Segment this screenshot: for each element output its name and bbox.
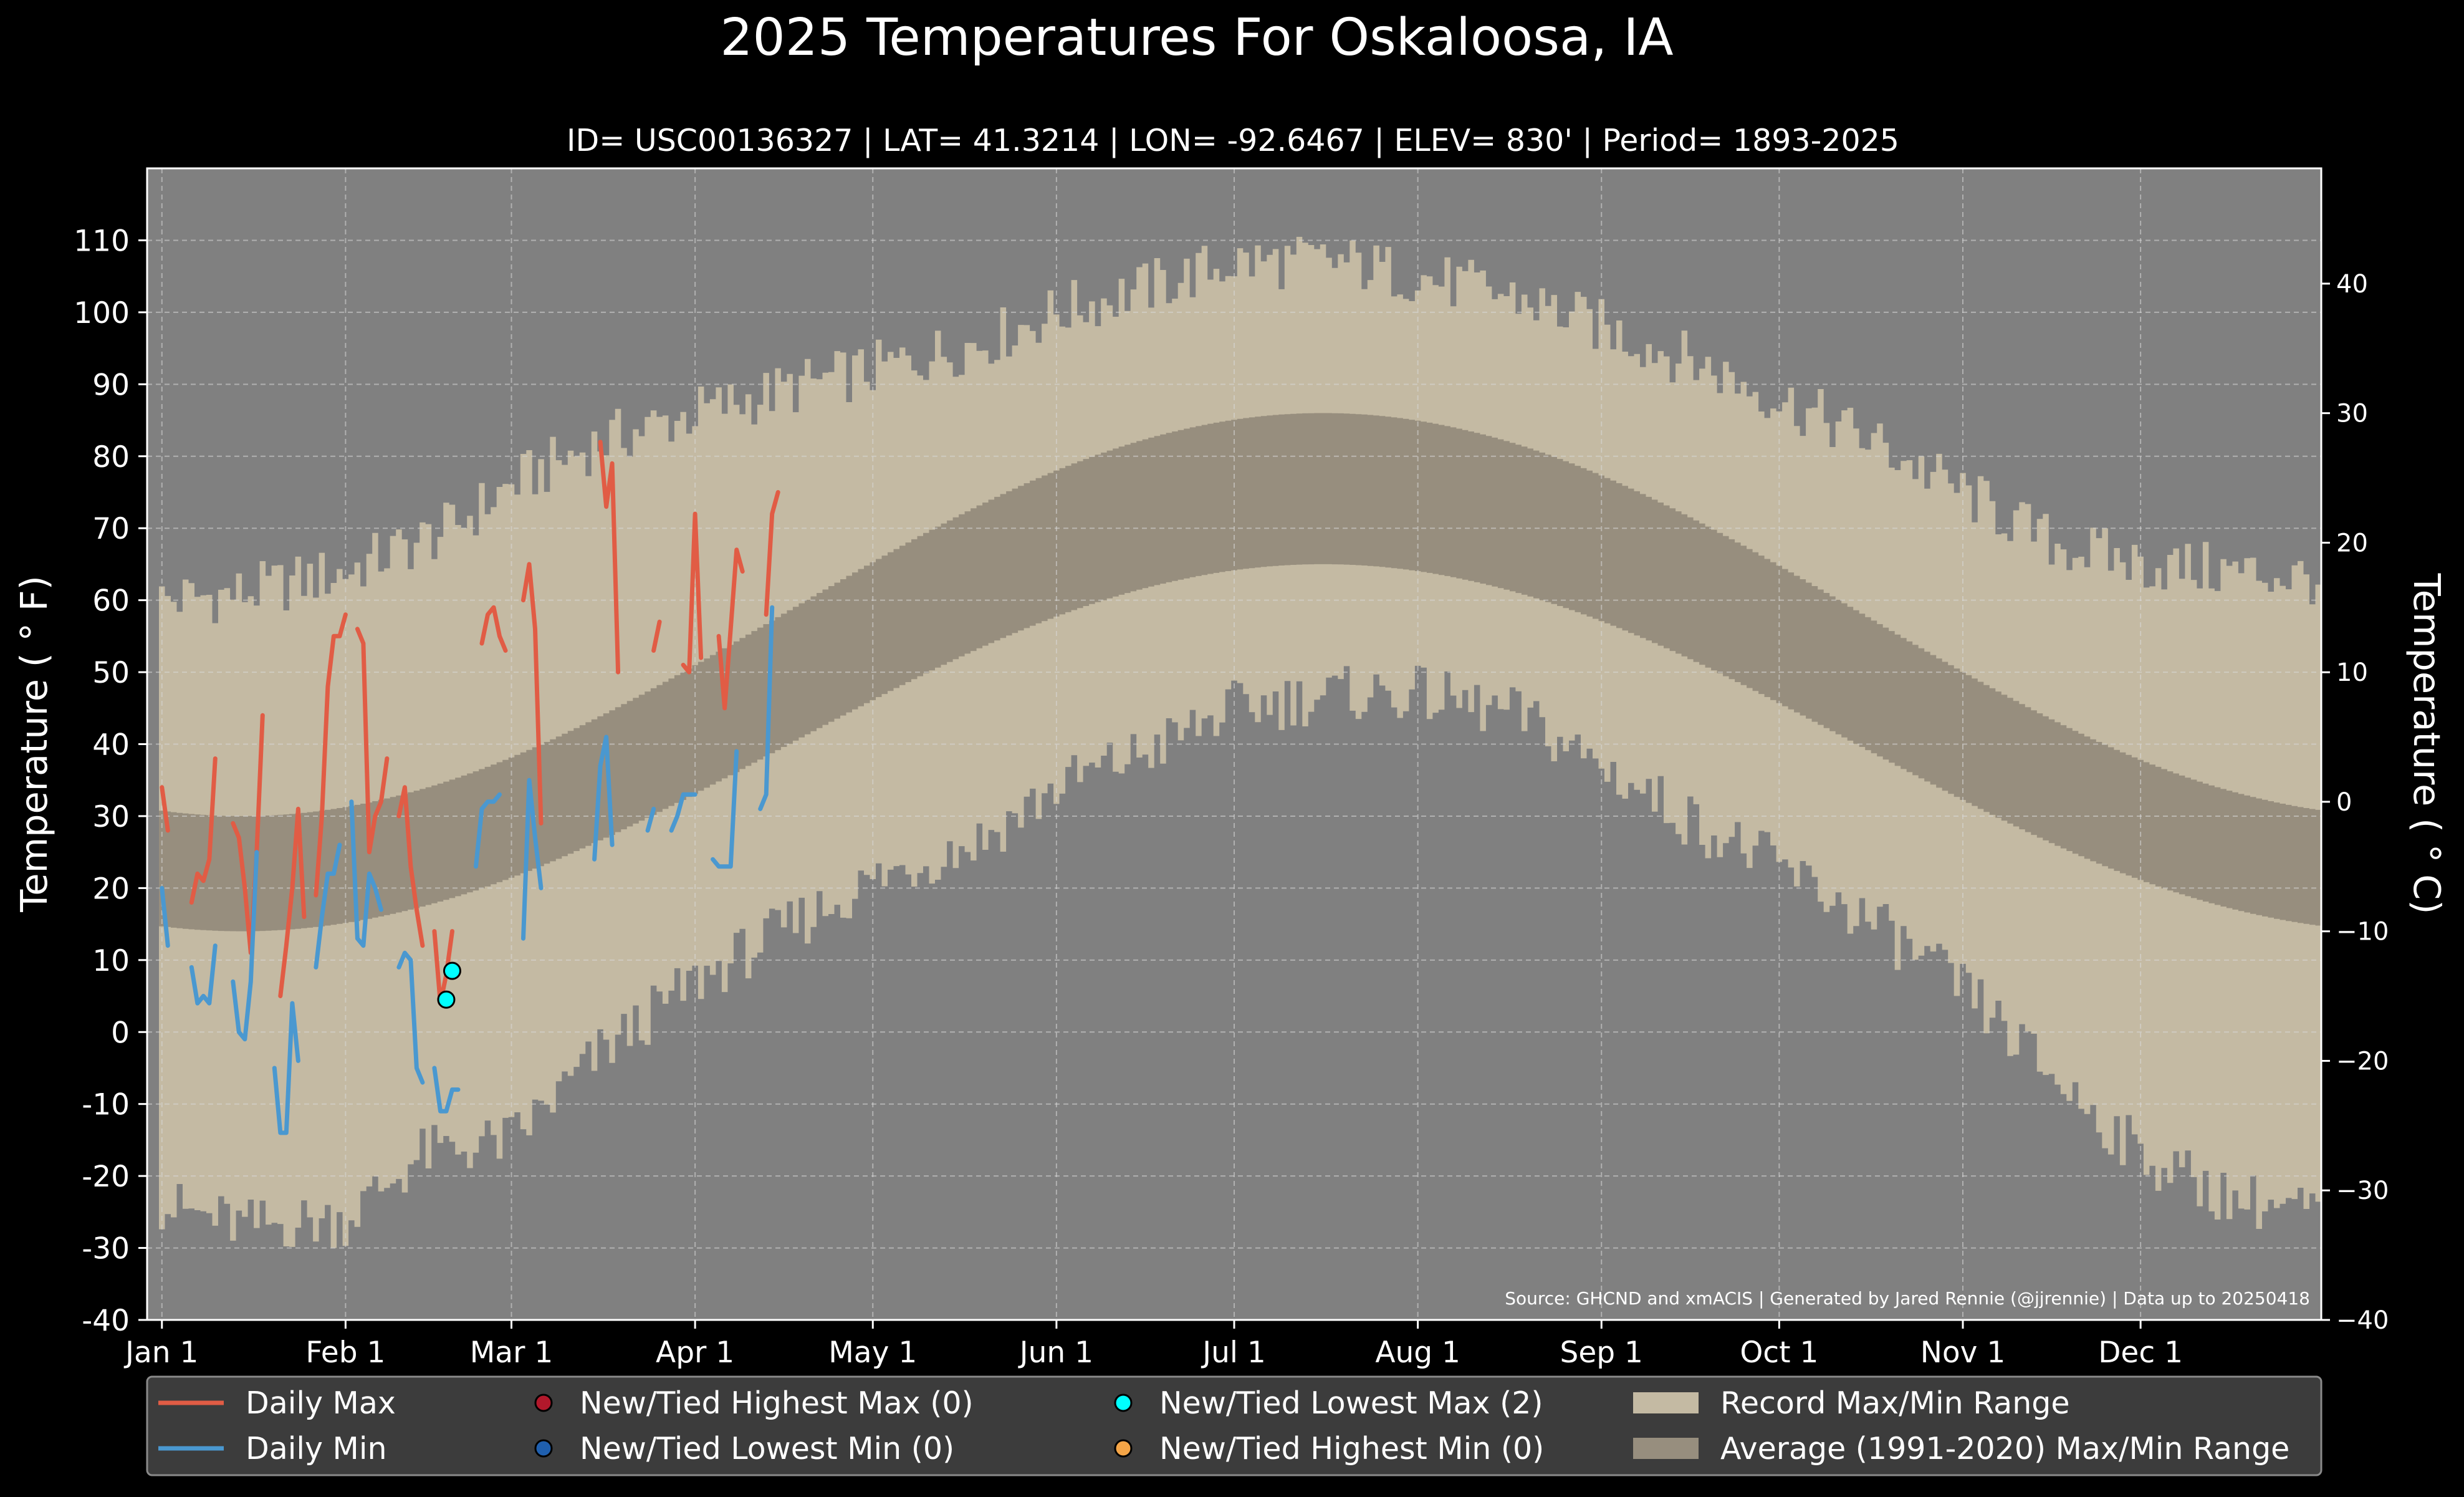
- y-tick-label: 10: [92, 944, 130, 978]
- y-tick-label: 20: [92, 872, 130, 906]
- x-tick-label: Feb 1: [305, 1336, 385, 1370]
- y-tick-label: -10: [82, 1088, 130, 1122]
- legend-swatch: [1114, 1439, 1133, 1458]
- daily-max-series: [160, 440, 780, 1006]
- daily-max-line: [278, 806, 307, 998]
- daily-max-line: [189, 756, 218, 905]
- y-tick-label: 90: [92, 368, 130, 402]
- y-tick-label: 50: [92, 656, 130, 690]
- daily-min-line: [432, 1066, 461, 1114]
- y-tick-label: -20: [82, 1160, 130, 1194]
- daily-min-line: [521, 777, 544, 941]
- x-tick-label: Dec 1: [2098, 1336, 2183, 1370]
- daily-max-line: [231, 713, 265, 955]
- x-tick-label: Jun 1: [1018, 1336, 1093, 1370]
- daily-max-line: [396, 785, 425, 948]
- daily-max-line: [651, 619, 662, 653]
- daily-min-line: [645, 806, 656, 833]
- lowest-max-marker: [437, 990, 456, 1009]
- daily-min-line: [758, 605, 775, 811]
- y-tick-label: 0: [111, 1016, 130, 1050]
- y-tick-label: 110: [74, 224, 130, 258]
- y-tick-label: 80: [92, 440, 130, 474]
- legend-label: New/Tied Lowest Min (0): [580, 1431, 954, 1466]
- y-axis-left-ticks: -40 -30 -20 -10 0 10 20 30 40 50 60 70 80 90 100 110: [74, 224, 147, 1338]
- y-axis-right-ticks: −40 −30 −20 −10 0 10 20 30 40: [2321, 270, 2389, 1335]
- daily-max-line: [479, 605, 508, 653]
- y-tick-label: 60: [92, 584, 130, 619]
- daily-max-line: [681, 511, 704, 675]
- record-range-area: [159, 236, 2321, 1248]
- y-right-tick-label: −30: [2336, 1177, 2389, 1205]
- y-tick-label: -40: [82, 1304, 130, 1338]
- y-tick-label: 30: [92, 800, 130, 834]
- x-tick-label: Mar 1: [470, 1336, 554, 1370]
- y-axis-label-left: Temperature ( ° F): [12, 575, 55, 912]
- daily-max-line: [314, 612, 348, 898]
- daily-min-line: [474, 792, 502, 869]
- y-right-tick-label: −10: [2336, 918, 2389, 946]
- daily-max-line: [716, 547, 745, 711]
- y-right-tick-label: 0: [2336, 788, 2352, 817]
- legend-label: Record Max/Min Range: [1720, 1385, 2070, 1421]
- daily-max-line: [764, 490, 780, 617]
- daily-max-line: [355, 627, 390, 855]
- y-right-tick-label: −40: [2336, 1306, 2389, 1335]
- y-axis-label-right: Temperature ( ° C): [2405, 573, 2448, 915]
- daily-max-line: [521, 562, 544, 826]
- x-tick-label: Nov 1: [1920, 1336, 2006, 1370]
- legend-label: Daily Max: [246, 1385, 396, 1421]
- legend-label: New/Tied Highest Min (0): [1159, 1431, 1544, 1466]
- daily-min-line: [711, 749, 739, 869]
- daily-min-line: [669, 792, 697, 833]
- daily-max-line: [598, 440, 621, 675]
- daily-min-line: [314, 842, 342, 970]
- daily-min-line: [272, 1001, 300, 1135]
- x-tick-label: Aug 1: [1375, 1336, 1460, 1370]
- source-note: Source: GHCND and xmACIS | Generated by …: [1505, 1288, 2310, 1309]
- x-tick-label: Jan 1: [123, 1336, 198, 1370]
- y-tick-label: 70: [92, 512, 130, 546]
- y-right-tick-label: 30: [2336, 400, 2368, 428]
- daily-min-line: [160, 885, 170, 948]
- daily-min-line: [349, 799, 383, 948]
- legend-label: Daily Min: [246, 1431, 387, 1466]
- legend-label: Average (1991-2020) Max/Min Range: [1720, 1431, 2289, 1466]
- x-tick-label: Sep 1: [1560, 1336, 1643, 1370]
- average-range-area: [159, 413, 2321, 931]
- y-tick-label: 40: [92, 728, 130, 763]
- y-right-tick-label: 20: [2336, 529, 2368, 557]
- daily-min-line: [231, 850, 259, 1042]
- chart-subtitle: ID= USC00136327 | LAT= 41.3214 | LON= -9…: [567, 123, 1899, 158]
- daily-min-line: [396, 950, 425, 1085]
- record-markers: [437, 961, 461, 1009]
- lowest-max-marker: [443, 961, 461, 980]
- legend-label: New/Tied Lowest Max (2): [1159, 1385, 1543, 1421]
- legend-swatch: [1114, 1394, 1133, 1412]
- daily-max-line: [432, 929, 454, 1006]
- y-tick-label: 100: [74, 296, 130, 330]
- y-tick-label: -30: [82, 1232, 130, 1266]
- x-axis-ticks: Jan 1 Feb 1 Mar 1 Apr 1 May 1 Jun 1 Jul 1 Aug 1…: [123, 1320, 2183, 1370]
- daily-min-line: [189, 943, 218, 1006]
- daily-min-series: [160, 605, 775, 1135]
- legend-swatch: [534, 1394, 553, 1412]
- y-right-tick-label: 40: [2336, 270, 2368, 299]
- legend-swatch: [534, 1439, 553, 1458]
- daily-min-line: [592, 734, 615, 862]
- x-tick-label: Oct 1: [1740, 1336, 1818, 1370]
- daily-max-line: [160, 785, 170, 833]
- legend-swatch: [1633, 1438, 1699, 1459]
- x-tick-label: Apr 1: [656, 1336, 734, 1370]
- x-tick-label: May 1: [828, 1336, 917, 1370]
- legend-swatch: [1633, 1392, 1699, 1413]
- x-tick-label: Jul 1: [1201, 1336, 1266, 1370]
- legend-background: [146, 1375, 2323, 1476]
- legend: Daily Max Daily Min New/Tied Highest Max (…: [146, 1375, 2323, 1476]
- y-right-tick-label: 10: [2336, 658, 2368, 687]
- legend-label: New/Tied Highest Max (0): [580, 1385, 974, 1421]
- y-right-tick-label: −20: [2336, 1047, 2389, 1076]
- chart-title: 2025 Temperatures For Oskaloosa, IA: [720, 8, 1673, 67]
